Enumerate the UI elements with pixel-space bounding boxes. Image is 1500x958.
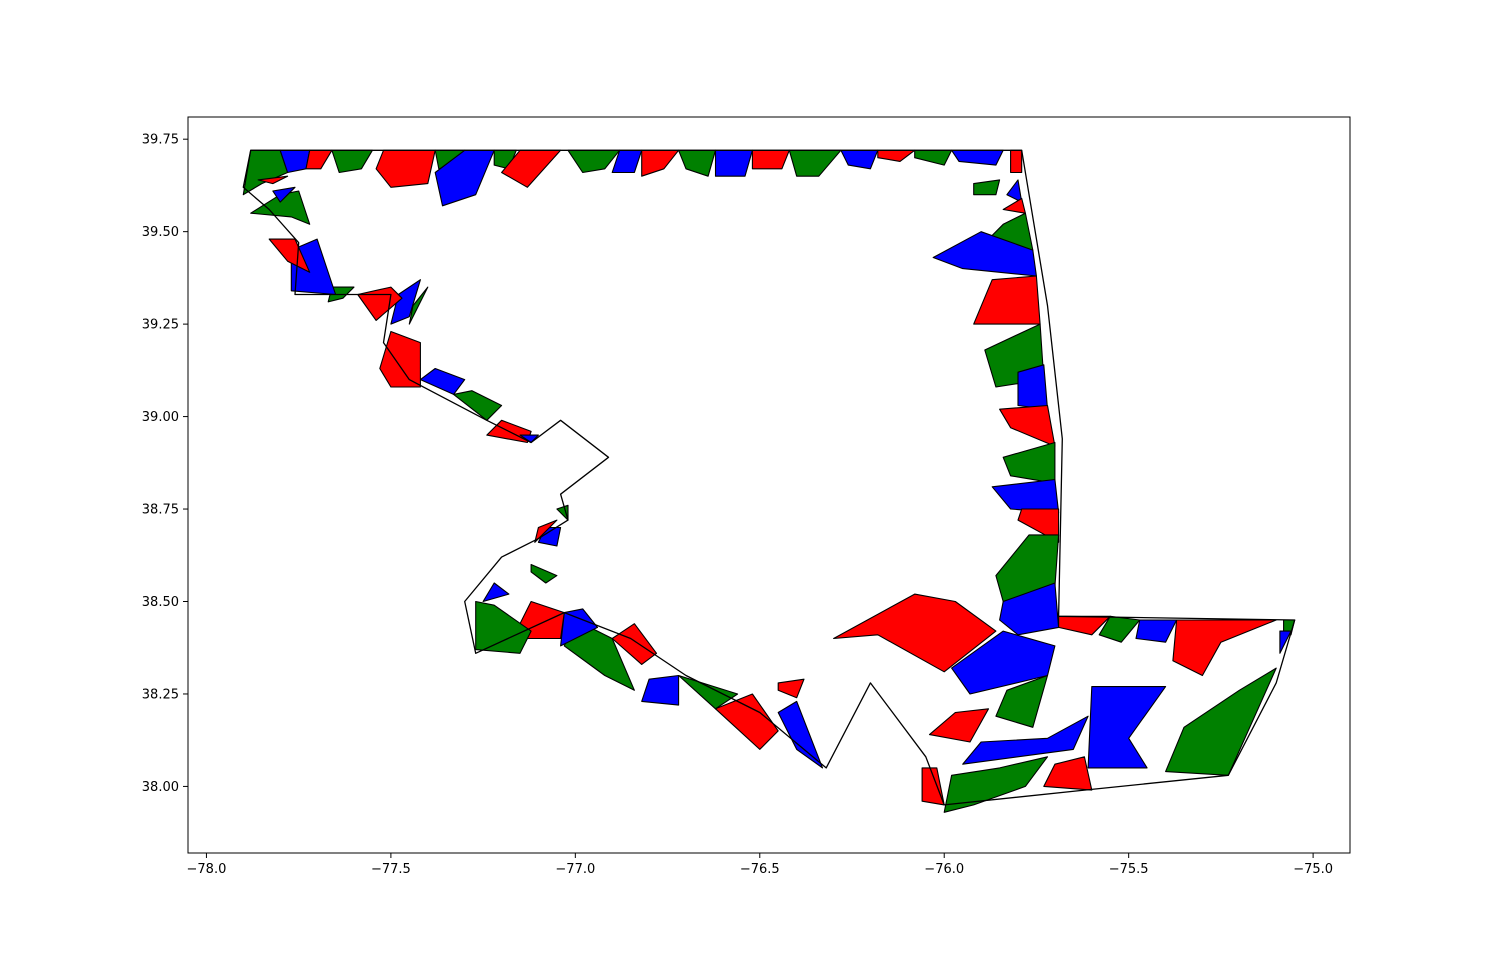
x-tick-label: −77.5 xyxy=(371,862,411,877)
region-76 xyxy=(268,238,311,273)
region-58 xyxy=(560,608,599,647)
regions-layer xyxy=(242,149,1296,813)
region-79 xyxy=(257,175,289,185)
x-axis: −78.0 −77.5 −77.0 −76.5 −76.0 −75.5 −75.0 xyxy=(187,853,1333,877)
region-36 xyxy=(1098,615,1141,643)
state-outline xyxy=(242,149,1296,806)
region-56 xyxy=(611,623,658,665)
x-tick-label: −76.0 xyxy=(924,862,964,877)
region-55 xyxy=(641,674,680,706)
region-69 xyxy=(419,367,466,395)
region-40 xyxy=(1279,630,1292,654)
y-tick-label: 38.50 xyxy=(142,595,179,610)
region-52 xyxy=(777,700,824,769)
y-tick-label: 39.25 xyxy=(142,318,179,333)
x-tick-label: −77.0 xyxy=(555,862,595,877)
region-45 xyxy=(962,715,1089,765)
y-axis: 38.00 38.25 38.50 38.75 39.00 39.25 39.50 39.75 xyxy=(142,133,188,795)
region-54 xyxy=(678,674,739,710)
x-tick-label: −78.0 xyxy=(187,862,227,877)
region-34 xyxy=(999,582,1060,636)
y-tick-label: 39.75 xyxy=(142,133,179,148)
y-tick-label: 38.75 xyxy=(142,503,179,518)
region-60 xyxy=(475,600,532,654)
region-68 xyxy=(453,390,503,421)
region-37 xyxy=(1135,619,1178,643)
x-tick-label: −75.5 xyxy=(1109,862,1149,877)
x-tick-label: −76.5 xyxy=(740,862,780,877)
region-44 xyxy=(943,756,1049,813)
region-21 xyxy=(973,179,1001,196)
y-tick-label: 39.50 xyxy=(142,225,179,240)
region-23 xyxy=(1002,197,1026,214)
region-29 xyxy=(999,404,1056,447)
region-26 xyxy=(973,275,1041,325)
region-72 xyxy=(390,279,421,325)
region-46 xyxy=(928,708,990,743)
region-67 xyxy=(519,434,539,444)
region-43 xyxy=(1043,756,1093,791)
region-22 xyxy=(1006,179,1023,203)
region-42 xyxy=(1087,686,1167,769)
axes-frame xyxy=(187,116,1351,854)
region-33 xyxy=(995,534,1060,603)
region-47 xyxy=(995,674,1049,728)
region-41 xyxy=(1165,667,1277,776)
region-20 xyxy=(1010,149,1023,174)
region-70 xyxy=(379,330,421,388)
region-62 xyxy=(530,563,558,584)
region-78 xyxy=(272,186,296,203)
region-71 xyxy=(408,286,429,325)
region-32 xyxy=(1017,508,1060,543)
region-31 xyxy=(991,478,1060,514)
region-49 xyxy=(833,593,997,673)
x-tick-label: −75.0 xyxy=(1293,862,1333,877)
region-64 xyxy=(534,519,558,543)
region-61 xyxy=(482,582,510,603)
region-51 xyxy=(777,678,805,699)
region-30 xyxy=(1002,441,1056,484)
y-tick-label: 39.00 xyxy=(142,410,179,425)
region-25 xyxy=(932,231,1037,277)
y-tick-label: 38.25 xyxy=(142,687,179,702)
region-48 xyxy=(951,630,1056,695)
y-tick-label: 38.00 xyxy=(142,780,179,795)
region-28 xyxy=(1017,364,1049,410)
